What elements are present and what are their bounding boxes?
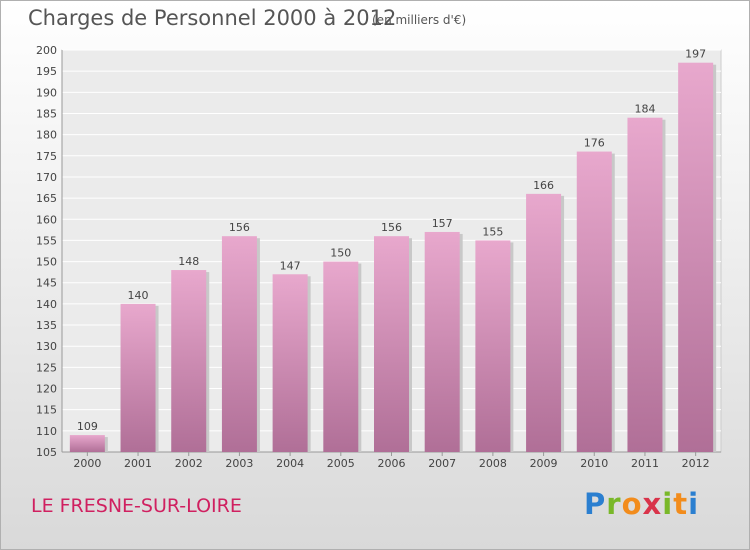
- y-tick-label: 125: [36, 361, 57, 374]
- y-tick-label: 120: [36, 383, 57, 396]
- bar-2009: [526, 193, 562, 452]
- x-tick-label: 2006: [378, 457, 406, 470]
- chart-subtitle: (en milliers d'€): [372, 13, 467, 27]
- y-tick-label: 135: [36, 319, 57, 332]
- y-tick-label: 175: [36, 150, 57, 163]
- y-tick-label: 190: [36, 86, 57, 99]
- bar-2005: [323, 261, 359, 452]
- x-tick-label: 2012: [682, 457, 710, 470]
- y-tick-label: 155: [36, 234, 57, 247]
- data-label: 176: [584, 137, 605, 150]
- proxiti-logo: Proxiti: [584, 487, 700, 521]
- x-tick-label: 2001: [124, 457, 152, 470]
- bar-2006: [374, 236, 409, 452]
- data-label: 148: [178, 255, 199, 268]
- bar-2002: [171, 270, 207, 452]
- bar-2010: [576, 151, 612, 452]
- data-label: 140: [128, 289, 149, 302]
- y-tick-label: 145: [36, 277, 57, 290]
- data-label: 109: [77, 420, 98, 433]
- bar-2012: [678, 62, 714, 453]
- y-tick-label: 170: [36, 171, 57, 184]
- data-label: 184: [634, 103, 655, 116]
- data-label: 166: [533, 179, 554, 192]
- bar-2004: [272, 274, 308, 452]
- data-label: 147: [280, 259, 301, 272]
- data-label: 157: [432, 217, 453, 230]
- y-tick-label: 140: [36, 298, 57, 311]
- x-tick-label: 2004: [276, 457, 304, 470]
- x-tick-label: 2005: [327, 457, 355, 470]
- y-tick-label: 130: [36, 340, 57, 353]
- x-tick-label: 2003: [225, 457, 253, 470]
- x-tick-label: 2010: [580, 457, 608, 470]
- x-tick-label: 2000: [73, 457, 101, 470]
- x-tick-label: 2002: [175, 457, 203, 470]
- chart-title: Charges de Personnel 2000 à 2012: [28, 6, 397, 30]
- y-tick-label: 200: [36, 44, 57, 57]
- y-tick-label: 115: [36, 404, 57, 417]
- bar-2003: [221, 236, 257, 452]
- y-tick-label: 165: [36, 192, 57, 205]
- data-label: 155: [482, 225, 503, 238]
- bar-2007: [424, 231, 460, 452]
- bar-2008: [475, 240, 511, 452]
- data-label: 150: [330, 247, 351, 260]
- bar-2000: [69, 435, 105, 452]
- x-tick-label: 2008: [479, 457, 507, 470]
- x-tick-label: 2007: [428, 457, 456, 470]
- bar-2011: [627, 117, 663, 452]
- y-tick-label: 105: [36, 446, 57, 459]
- y-tick-label: 185: [36, 107, 57, 120]
- data-label: 156: [381, 221, 402, 234]
- data-label: 156: [229, 221, 250, 234]
- y-tick-label: 180: [36, 129, 57, 142]
- y-tick-label: 150: [36, 256, 57, 269]
- x-tick-label: 2009: [530, 457, 558, 470]
- data-label: 197: [685, 48, 706, 61]
- place-name: LE FRESNE-SUR-LOIRE: [31, 495, 242, 517]
- bar-2001: [120, 303, 156, 452]
- x-tick-label: 2011: [631, 457, 659, 470]
- y-tick-label: 160: [36, 213, 57, 226]
- y-tick-label: 110: [36, 425, 57, 438]
- y-tick-label: 195: [36, 65, 57, 78]
